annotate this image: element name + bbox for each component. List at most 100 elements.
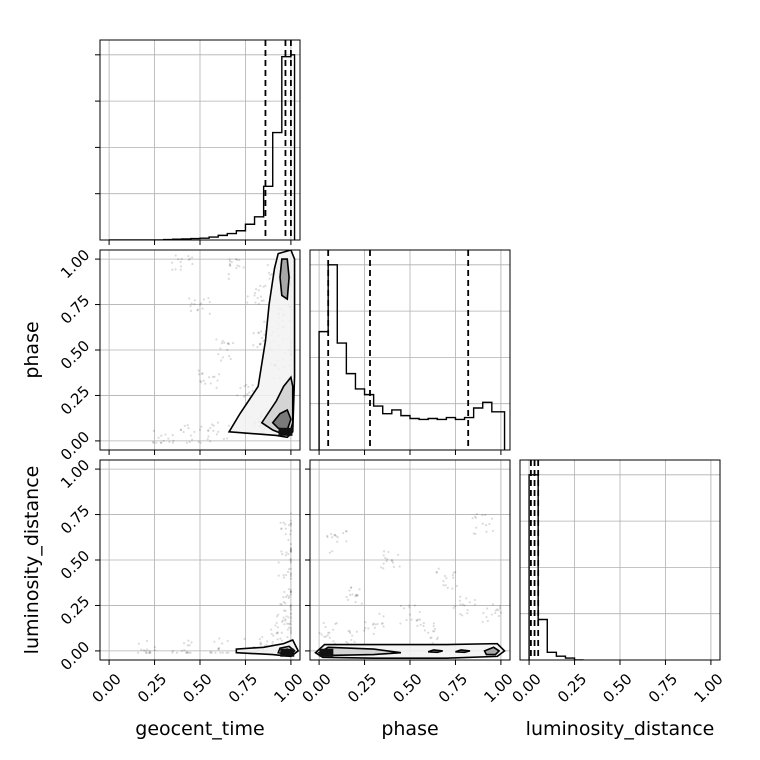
sample-point (189, 651, 192, 654)
sample-point (227, 272, 230, 276)
sample-point (187, 427, 190, 430)
sample-point (488, 522, 491, 526)
sample-point (468, 601, 471, 604)
sample-point (475, 512, 478, 516)
sample-point (367, 627, 370, 630)
sample-point (242, 266, 245, 269)
sample-point (211, 375, 215, 378)
sample-point (264, 284, 267, 287)
sample-point (266, 263, 269, 267)
sample-point (257, 332, 261, 335)
sample-point (373, 626, 376, 629)
sample-point (180, 257, 183, 261)
sample-point (259, 284, 262, 287)
sample-point (289, 561, 293, 564)
sample-point (289, 549, 293, 553)
sample-point (217, 430, 220, 433)
sample-point (391, 561, 395, 564)
sample-point (197, 440, 200, 443)
sample-point (179, 428, 183, 431)
sample-point (328, 551, 332, 554)
sample-point (227, 424, 230, 427)
sample-point (486, 607, 489, 610)
sample-point (322, 621, 325, 625)
sample-point (265, 643, 268, 646)
sample-point (423, 629, 427, 632)
density-contour (483, 646, 501, 656)
sample-point (209, 650, 212, 653)
sample-point (382, 550, 386, 553)
sample-point (289, 590, 293, 593)
x-axis-label: luminosity_distance (526, 718, 715, 740)
sample-point (405, 618, 408, 622)
sample-point (289, 522, 293, 525)
sample-point (386, 558, 389, 561)
sample-point (200, 425, 203, 428)
sample-point (251, 384, 254, 387)
sample-point (260, 299, 263, 302)
sample-point (473, 598, 476, 602)
sample-point (149, 651, 152, 654)
sample-point (276, 632, 279, 635)
y-tick-label: 1.00 (57, 246, 93, 282)
sample-point (212, 429, 215, 432)
sample-point (326, 634, 329, 637)
sample-point (136, 651, 140, 654)
sample-point (289, 622, 292, 625)
sample-point (347, 598, 350, 601)
sample-point (171, 261, 174, 264)
sample-point (284, 602, 287, 605)
sample-point (336, 536, 339, 539)
sample-point (228, 355, 231, 358)
sample-point (236, 264, 239, 267)
sample-point (226, 342, 230, 345)
sample-point (261, 635, 264, 639)
sample-point (349, 631, 352, 635)
sample-point (188, 644, 191, 647)
sample-point (289, 522, 293, 525)
sample-point (219, 651, 222, 654)
sample-point (228, 260, 232, 263)
sample-point (254, 301, 257, 304)
sample-point (399, 604, 402, 608)
sample-point (490, 613, 493, 616)
sample-point (336, 540, 339, 543)
sample-point (215, 386, 218, 389)
sample-point (408, 613, 412, 616)
sample-point (363, 629, 366, 632)
sample-point (140, 648, 143, 651)
sample-point (397, 553, 400, 556)
sample-point (402, 607, 405, 610)
sample-point (152, 440, 155, 443)
sample-point (193, 430, 196, 434)
sample-point (286, 594, 289, 597)
x-tick-label: 0.00 (88, 670, 124, 706)
sample-point (328, 631, 331, 634)
sample-point (227, 277, 230, 280)
x-tick-label: 0.75 (435, 670, 471, 706)
sample-point (216, 379, 219, 382)
sample-point (481, 522, 484, 525)
sample-point (471, 517, 474, 520)
sample-point (382, 615, 385, 618)
x-tick-label: 0.25 (344, 670, 380, 706)
sample-point (289, 608, 293, 612)
sample-point (324, 635, 328, 638)
y-tick-label: 0.25 (57, 592, 93, 628)
sample-point (209, 440, 212, 443)
x-tick-label: 0.00 (298, 670, 334, 706)
sample-point (259, 641, 262, 644)
sample-point (209, 382, 212, 385)
sample-point (145, 651, 148, 654)
sample-point (282, 601, 285, 604)
sample-point (209, 426, 212, 430)
sample-point (498, 604, 502, 608)
sample-point (229, 264, 232, 267)
sample-point (498, 606, 502, 610)
sample-point (372, 632, 375, 635)
sample-point (215, 338, 218, 341)
x-tick-label: 0.00 (508, 670, 544, 706)
sample-point (183, 424, 186, 427)
sample-point (289, 630, 293, 633)
